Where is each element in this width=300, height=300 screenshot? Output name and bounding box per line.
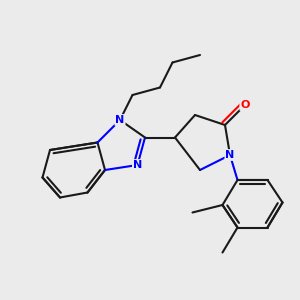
- Text: N: N: [116, 115, 124, 125]
- Text: O: O: [240, 100, 250, 110]
- Text: N: N: [225, 150, 235, 160]
- Text: N: N: [133, 160, 142, 170]
